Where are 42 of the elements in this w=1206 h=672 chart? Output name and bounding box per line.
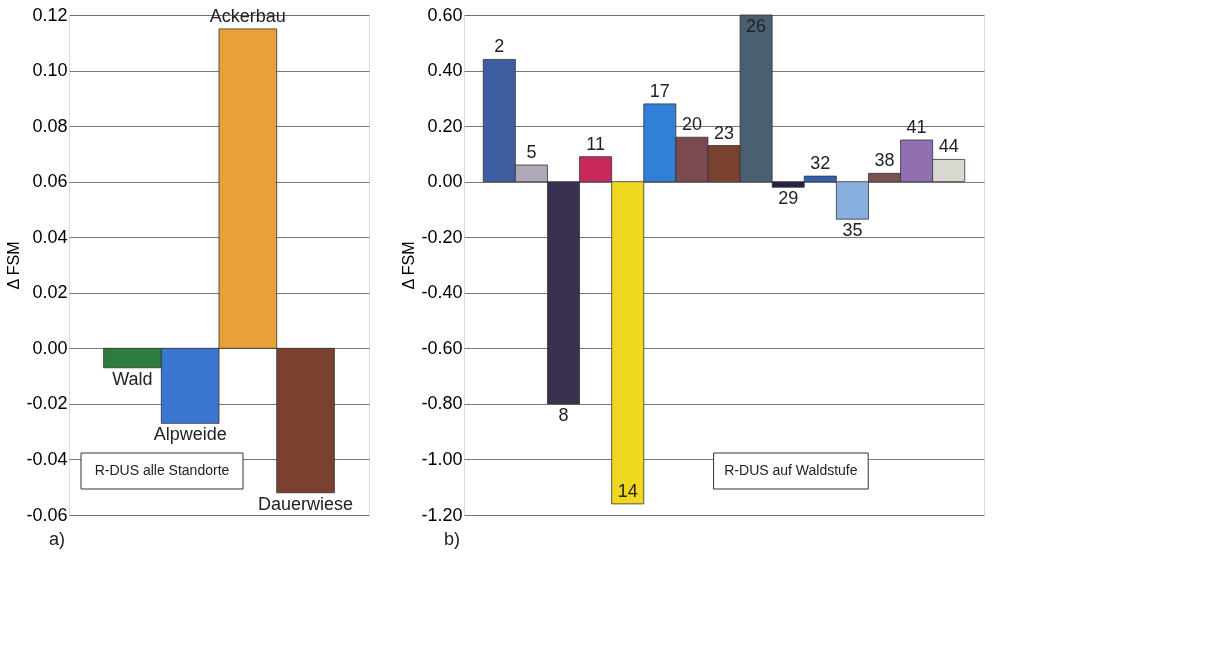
category-label: 32 [810, 153, 831, 174]
y-tick-label: 0.06 [32, 171, 68, 192]
text: a) [49, 529, 66, 549]
y-tick-label: -0.04 [26, 448, 68, 469]
category-label: 11 [586, 133, 605, 154]
category-label: 29 [778, 188, 799, 209]
annotation: R-DUS auf Waldstufe [724, 462, 858, 478]
y-tick-label: 0.00 [427, 171, 463, 192]
x-tick-label: Alpweide [153, 424, 227, 445]
category-label: 8 [558, 404, 569, 425]
x-tick-label: Dauerwiese [258, 493, 354, 514]
y-tick-label: -0.02 [26, 393, 68, 414]
category-label: 23 [713, 122, 735, 143]
y-tick-label: 0.60 [427, 4, 463, 25]
category-label: 26 [746, 16, 767, 36]
y-tick-label: 0.08 [32, 115, 68, 136]
y-tick-label: 0.10 [32, 60, 68, 81]
y-axis-title: Δ FSM [400, 241, 418, 290]
text: b) [444, 529, 461, 549]
category-label: 5 [526, 142, 537, 162]
y-tick-label: -0.60 [421, 337, 463, 358]
y-tick-label: 0.20 [427, 115, 463, 136]
category-label: 35 [842, 220, 863, 241]
y-axis-title: Δ FSM [5, 241, 23, 290]
y-tick-label: -0.20 [421, 226, 463, 247]
y-tick-label: -0.40 [421, 282, 463, 303]
x-tick-label: Wald [112, 368, 153, 389]
y-tick-label: 0.04 [32, 226, 68, 247]
category-label: 2 [494, 36, 505, 57]
category-label: 14 [617, 480, 638, 501]
y-tick-label: 0.40 [427, 60, 463, 81]
y-tick-label: -1.20 [421, 504, 463, 525]
y-tick-label: 0.02 [32, 282, 68, 303]
y-tick-label: -0.80 [421, 393, 463, 414]
y-tick-label: -0.06 [26, 504, 68, 525]
y-tick-label: 0.12 [32, 4, 68, 25]
category-label: 38 [874, 150, 895, 171]
y-tick-label: -1.00 [421, 448, 463, 469]
category-label: 44 [938, 136, 959, 157]
annotation: R-DUS alle Standorte [94, 462, 230, 478]
category-label: 17 [649, 80, 670, 101]
y-tick-label: 0.00 [32, 337, 68, 358]
